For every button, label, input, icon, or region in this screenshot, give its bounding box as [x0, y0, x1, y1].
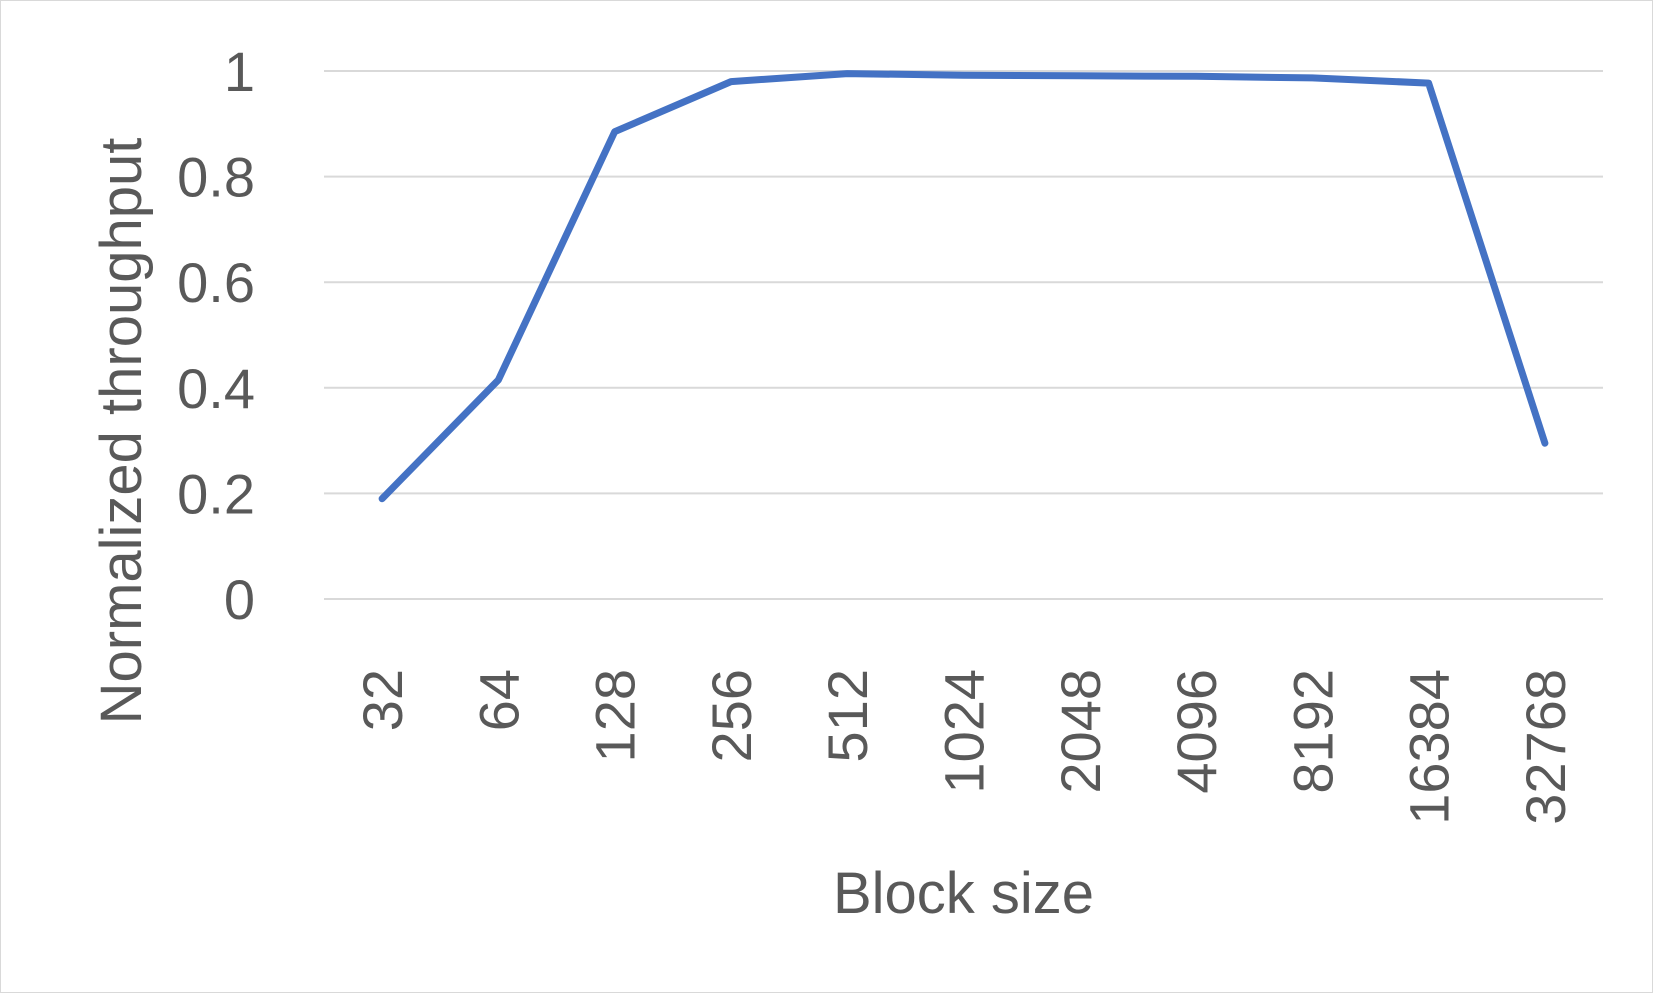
x-tick-label: 8192 [1281, 669, 1344, 794]
x-tick-label: 64 [467, 669, 530, 731]
x-tick-label: 128 [584, 669, 647, 762]
y-tick-label: 0 [224, 568, 255, 631]
x-tick-label: 32 [351, 669, 414, 731]
y-tick-label: 0.4 [177, 357, 255, 420]
y-axis-title: Normalized throughput [89, 138, 154, 725]
x-tick-label: 256 [700, 669, 763, 762]
x-tick-label: 512 [816, 669, 879, 762]
x-tick-label: 2048 [1049, 669, 1112, 794]
y-tick-label: 0.2 [177, 462, 255, 525]
y-tick-label: 0.8 [177, 146, 255, 209]
x-tick-label: 16384 [1398, 669, 1461, 825]
x-axis-title: Block size [833, 861, 1094, 926]
x-tick-label: 4096 [1165, 669, 1228, 794]
series-layer [378, 70, 1549, 503]
x-tick-label: 1024 [933, 669, 996, 794]
y-tick-label: 1 [224, 40, 255, 103]
series-line [378, 70, 1549, 503]
x-axis-tick-labels: 32 64 128 256 512 1024 2048 4096 8192 16384 32768 [351, 669, 1577, 825]
gridlines [324, 70, 1603, 600]
y-tick-label: 0.6 [177, 251, 255, 314]
y-axis-tick-labels: 0 0.2 0.4 0.6 0.8 1 [177, 40, 255, 631]
x-tick-label: 32768 [1514, 669, 1577, 825]
